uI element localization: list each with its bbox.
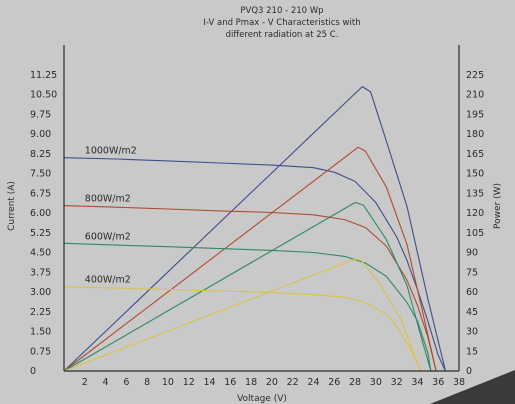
right-tick-label: 105 (466, 228, 484, 239)
x-tick-label: 38 (453, 377, 465, 388)
x-tick-label: 36 (432, 377, 444, 388)
left-tick-label: 8.25 (30, 149, 51, 160)
x-tick-label: 2 (82, 377, 88, 388)
series-label: 600W/m2 (85, 231, 131, 242)
x-tick-label: 6 (123, 377, 129, 388)
series-layer (63, 86, 447, 372)
x-tick-label: 28 (349, 377, 361, 388)
right-tick-label: 30 (466, 327, 478, 338)
power-curve-3 (63, 258, 423, 372)
x-tick-label: 34 (411, 377, 423, 388)
x-tick-label: 10 (162, 377, 174, 388)
right-tick-label: 75 (466, 267, 478, 278)
left-tick-label: 1.50 (30, 327, 51, 338)
series-label: 800W/m2 (85, 194, 131, 205)
x-axis-title: Voltage (V) (237, 394, 287, 404)
left-tick-label: 7.50 (30, 169, 51, 180)
x-tick-label: 14 (203, 377, 215, 388)
right-tick-label: 150 (466, 169, 484, 180)
right-tick-label: 135 (466, 188, 484, 199)
left-tick-label: 0 (30, 366, 36, 377)
series-label: 1000W/m2 (85, 146, 137, 157)
x-tick-labels: 2 4 6 8 10 12 14 16 18 20 22 24 26 28 30 32 34 36 38 (82, 377, 465, 388)
corner-decoration (430, 370, 515, 404)
left-tick-label: 9.75 (30, 109, 51, 120)
left-tick-label: 0.75 (30, 346, 51, 357)
chart-title-line-2: I-V and Pmax - V Characteristics with (203, 18, 360, 28)
power-curve-1 (63, 146, 437, 372)
left-tick-label: 6.75 (30, 188, 51, 199)
left-tick-label: 6.00 (30, 208, 51, 219)
x-tick-label: 30 (370, 377, 382, 388)
left-tick-label: 9.00 (30, 129, 51, 140)
right-tick-label: 180 (466, 129, 484, 140)
right-tick-label: 15 (466, 346, 478, 357)
right-tick-label: 60 (466, 287, 478, 298)
left-tick-label: 10.50 (30, 90, 57, 101)
chart-title-line-3: different radiation at 25 C. (226, 30, 339, 40)
power-curve-0 (63, 86, 447, 372)
right-tick-labels: 0 15 30 45 60 75 90 105 120 135 150 165 180 195 210 225 (466, 70, 484, 377)
right-tick-label: 195 (466, 109, 484, 120)
left-tick-label: 11.25 (30, 70, 57, 81)
iv-curve-3 (63, 286, 423, 372)
x-tick-label: 18 (245, 377, 257, 388)
right-tick-label: 225 (466, 70, 484, 81)
y-axis-right-title: Power (W) (493, 183, 503, 229)
chart-title-line-1: PVQ3 210 - 210 Wp (240, 6, 323, 16)
left-tick-label: 3.00 (30, 287, 51, 298)
x-tick-label: 26 (328, 377, 340, 388)
y-axis-left-title: Current (A) (7, 181, 17, 231)
left-tick-label: 2.25 (30, 307, 51, 318)
x-tick-label: 8 (144, 377, 150, 388)
x-tick-label: 24 (307, 377, 319, 388)
iv-curve-0 (63, 157, 446, 372)
x-tick-label: 12 (183, 377, 195, 388)
right-tick-label: 120 (466, 208, 484, 219)
left-tick-label: 4.50 (30, 248, 51, 259)
right-tick-label: 90 (466, 248, 478, 259)
x-tick-label: 16 (224, 377, 236, 388)
right-tick-label: 165 (466, 149, 484, 160)
right-tick-label: 45 (466, 307, 478, 318)
left-tick-label: 5.25 (30, 228, 51, 239)
iv-curve-1 (63, 205, 437, 372)
x-tick-label: 32 (391, 377, 403, 388)
left-tick-labels: 0 0.75 1.50 2.25 3.00 3.75 4.50 5.25 6.00 6.75 7.5… (30, 70, 57, 377)
iv-curve-2 (63, 242, 432, 372)
x-tick-label: 22 (287, 377, 299, 388)
power-curve-2 (63, 201, 432, 372)
left-tick-label: 3.75 (30, 267, 51, 278)
series-label: 400W/m2 (85, 275, 131, 286)
right-tick-label: 210 (466, 90, 484, 101)
series-annotations: 1000W/m2 800W/m2 600W/m2 400W/m2 (85, 146, 137, 286)
right-tick-label: 0 (466, 366, 472, 377)
x-tick-label: 4 (103, 377, 109, 388)
x-tick-label: 20 (266, 377, 278, 388)
